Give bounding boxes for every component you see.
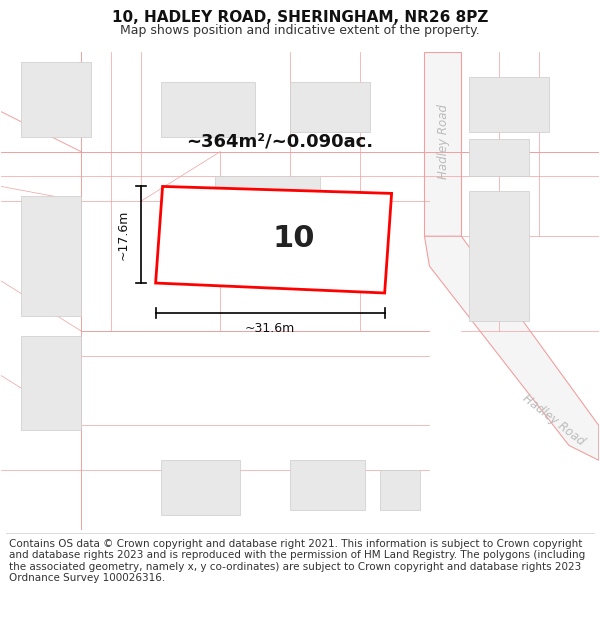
Bar	[290, 82, 370, 132]
Text: 10: 10	[272, 224, 315, 254]
Polygon shape	[424, 236, 599, 460]
Bar	[161, 460, 240, 515]
Bar	[215, 176, 320, 261]
Text: ~17.6m: ~17.6m	[116, 209, 129, 260]
Text: 10, HADLEY ROAD, SHERINGHAM, NR26 8PZ: 10, HADLEY ROAD, SHERINGHAM, NR26 8PZ	[112, 11, 488, 26]
Bar	[290, 460, 365, 510]
Text: ~364m²/~0.090ac.: ~364m²/~0.090ac.	[187, 132, 374, 151]
Text: Contains OS data © Crown copyright and database right 2021. This information is : Contains OS data © Crown copyright and d…	[9, 539, 585, 583]
Bar	[21, 62, 91, 137]
Text: ~31.6m: ~31.6m	[245, 322, 295, 336]
Text: Hadley Road: Hadley Road	[437, 104, 450, 179]
Bar	[161, 82, 255, 137]
Bar	[469, 191, 529, 321]
Bar	[21, 336, 81, 431]
Bar	[380, 470, 419, 510]
Text: Map shows position and indicative extent of the property.: Map shows position and indicative extent…	[120, 24, 480, 38]
Bar	[21, 196, 81, 316]
Bar	[469, 77, 549, 132]
Bar	[469, 139, 529, 176]
Polygon shape	[424, 52, 461, 236]
Polygon shape	[155, 186, 392, 293]
Text: Hadley Road: Hadley Road	[520, 392, 587, 449]
